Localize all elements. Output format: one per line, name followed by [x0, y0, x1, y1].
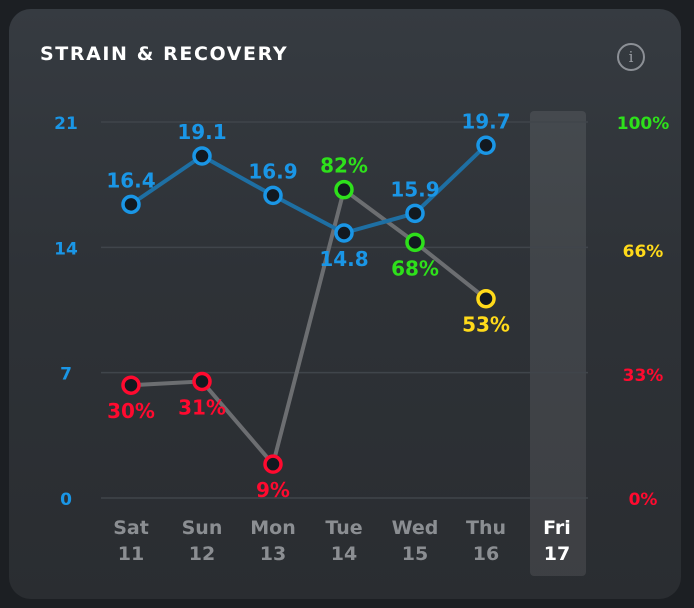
recovery-point[interactable] — [334, 179, 354, 200]
x-axis-day-label: Sun — [182, 517, 223, 539]
strain-recovery-card: STRAIN & RECOVERY i — [9, 9, 681, 599]
strain-point[interactable] — [476, 135, 496, 156]
x-axis-day-label: Mon — [250, 517, 296, 539]
strain-value-label: 16.4 — [106, 168, 155, 192]
x-axis-day-label: Wed — [392, 517, 439, 539]
recovery-value-label: 9% — [256, 478, 290, 502]
recovery-value-label: 53% — [462, 313, 510, 337]
recovery-point[interactable] — [476, 288, 496, 309]
recovery-value-label: 30% — [107, 399, 155, 423]
strain-point[interactable] — [405, 203, 425, 224]
card-title: STRAIN & RECOVERY — [40, 43, 289, 65]
x-axis-date-label: 16 — [473, 543, 499, 565]
strain-point[interactable] — [121, 194, 141, 215]
x-axis-date-label: 11 — [118, 543, 144, 565]
right-axis-tick-label: 33% — [623, 366, 664, 386]
selected-day-highlight[interactable] — [530, 111, 586, 576]
right-axis-tick-label: 100% — [617, 114, 670, 134]
info-icon[interactable]: i — [617, 43, 645, 71]
strain-value-label: 19.7 — [461, 109, 510, 133]
x-axis-day-label: Thu — [466, 517, 506, 539]
x-axis-day-label: Fri — [543, 517, 571, 539]
x-axis-day-label: Tue — [325, 517, 362, 539]
strain-point[interactable] — [263, 185, 283, 206]
x-axis-date-label: 13 — [260, 543, 286, 565]
strain-point[interactable] — [334, 223, 354, 243]
recovery-point[interactable] — [121, 375, 141, 395]
strain-value-label: 15.9 — [390, 177, 439, 201]
recovery-value-label: 31% — [178, 395, 226, 419]
strain-value-label: 14.8 — [319, 247, 368, 271]
x-axis-date-label: 12 — [189, 543, 215, 565]
recovery-point[interactable] — [192, 371, 212, 392]
strain-line — [129, 143, 488, 236]
x-axis-date-label: 14 — [331, 543, 357, 565]
left-axis-tick-label: 21 — [54, 114, 78, 134]
left-axis-tick-label: 0 — [60, 490, 72, 510]
left-axis-tick-label: 7 — [60, 365, 72, 385]
strain-value-label: 16.9 — [248, 159, 297, 183]
left-axis-tick-label: 14 — [54, 239, 78, 259]
x-axis-date-label: 15 — [402, 543, 428, 565]
recovery-line — [130, 187, 488, 467]
recovery-point[interactable] — [405, 232, 425, 253]
recovery-value-label: 82% — [320, 154, 368, 178]
recovery-value-label: 68% — [391, 256, 439, 280]
x-axis-date-label: 17 — [544, 543, 570, 565]
x-axis-day-label: Sat — [113, 517, 149, 539]
right-axis-tick-label: 66% — [623, 242, 664, 262]
strain-point[interactable] — [192, 146, 212, 166]
strain-value-label: 19.1 — [177, 120, 226, 144]
recovery-point[interactable] — [263, 454, 283, 474]
right-axis-tick-label: 0% — [629, 490, 658, 510]
